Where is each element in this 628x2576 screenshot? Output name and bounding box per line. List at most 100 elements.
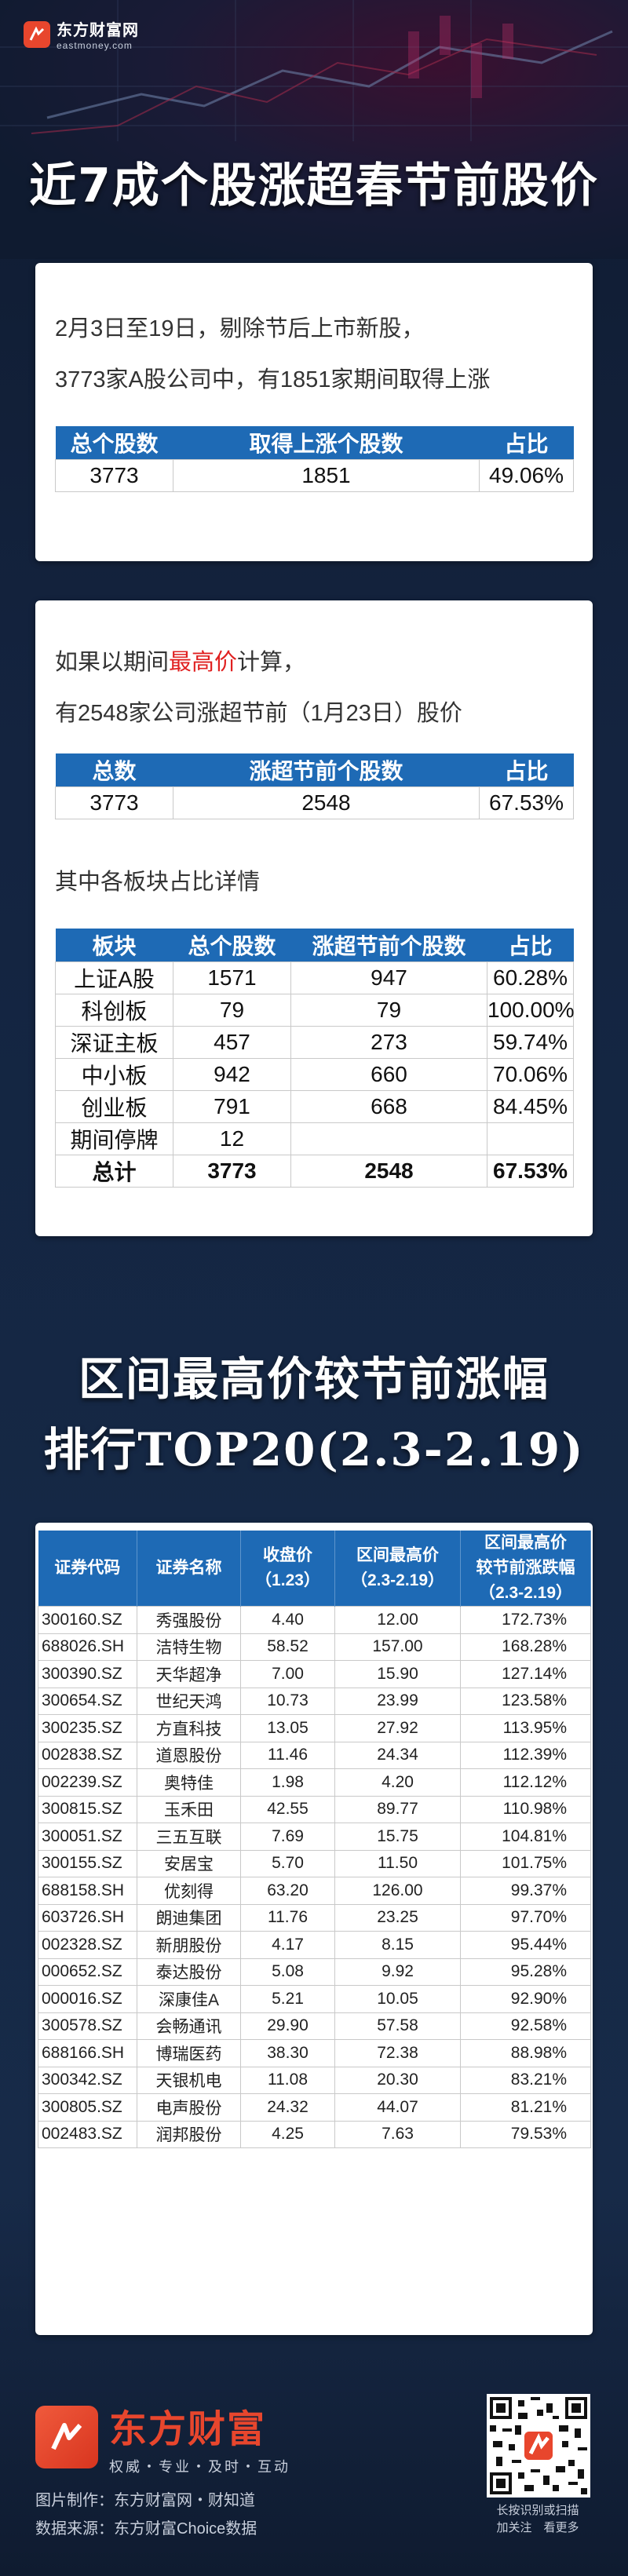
table-cell — [290, 1122, 487, 1155]
table-cell: 101.75% — [460, 1849, 591, 1877]
table-cell: 创业板 — [55, 1090, 173, 1123]
table-cell: 中小板 — [55, 1058, 173, 1091]
high-price-line-1-after: 计算， — [237, 650, 306, 675]
table-row: 深证主板 457 273 59.74% — [55, 1026, 574, 1059]
header-brand-domain: eastmoney.com — [57, 40, 133, 51]
table-cell: 8.15 — [334, 1931, 461, 1959]
table-cell: 83.21% — [460, 2066, 591, 2094]
table-cell: 688026.SH — [38, 1633, 137, 1661]
table-cell: 300160.SZ — [38, 1606, 137, 1634]
table-cell: 668 — [290, 1090, 487, 1123]
table-cell: 300390.SZ — [38, 1660, 137, 1688]
table-cell: 112.39% — [460, 1741, 591, 1769]
board-breakdown-table: 板块 总个股数 涨超节前个股数 占比 上证A股 1571 947 60.28% 科创板 7… — [55, 929, 575, 1188]
header-brand-name: 东方财富网 — [57, 22, 139, 39]
table-cell: 1.98 — [240, 1768, 335, 1797]
table-row: 期间停牌 12 — [55, 1122, 574, 1155]
table-cell: 12 — [173, 1122, 291, 1155]
table-cell: 4.20 — [334, 1768, 461, 1797]
table-cell: 127.14% — [460, 1660, 591, 1688]
table-cell: 688158.SH — [38, 1877, 137, 1905]
header-logo: 东方财富网 eastmoney.com — [24, 17, 139, 51]
table-cell: 300155.SZ — [38, 1849, 137, 1877]
table-cell: 300578.SZ — [38, 2012, 137, 2040]
table-row: 300815.SZ 玉禾田 42.55 89.77 110.98% — [38, 1795, 591, 1823]
table-cell: 2548 — [173, 786, 480, 819]
table-row: 688158.SH 优刻得 63.20 126.00 99.37% — [38, 1877, 591, 1905]
table-cell: 9.92 — [334, 1958, 461, 1986]
table-cell: 300342.SZ — [38, 2066, 137, 2094]
table-header-row: 证券代码 证券名称 收盘价 （1.23） 区间最高价 （2.3-2.19） 区间… — [38, 1531, 591, 1607]
table-cell: 947 — [290, 961, 487, 994]
table-cell: 总计 — [55, 1155, 173, 1188]
qr-code-icon[interactable] — [487, 2394, 590, 2498]
table-cell: 123.58% — [460, 1687, 591, 1715]
table-row: 002328.SZ 新朋股份 4.17 8.15 95.44% — [38, 1931, 591, 1959]
table-cell: 89.77 — [334, 1795, 461, 1823]
table-cell: 天华超净 — [137, 1660, 241, 1688]
table-header-cell: 占比 — [479, 426, 574, 460]
table-cell: 300815.SZ — [38, 1795, 137, 1823]
table-cell: 84.45% — [487, 1090, 574, 1123]
table-cell: 道恩股份 — [137, 1741, 241, 1769]
footer-brand: 东方财富 权威・专业・及时・互动 — [35, 2398, 290, 2476]
table-header-row: 总数 涨超节前个股数 占比 — [55, 753, 574, 787]
table-cell: 11.50 — [334, 1849, 461, 1877]
table-cell: 3773 — [55, 786, 173, 819]
table-header-cell: 占比 — [479, 753, 574, 787]
table-cell: 15.75 — [334, 1823, 461, 1851]
table-cell: 38.30 — [240, 2039, 335, 2067]
table-cell: 天银机电 — [137, 2066, 241, 2094]
table-cell: 上证A股 — [55, 961, 173, 994]
table-cell: 4.40 — [240, 1606, 335, 1634]
table-header-cell: 证券代码 — [38, 1531, 137, 1607]
table-cell: 7.69 — [240, 1823, 335, 1851]
table-cell: 科创板 — [55, 994, 173, 1027]
table-cell: 002838.SZ — [38, 1741, 137, 1769]
table-cell: 深证主板 — [55, 1026, 173, 1059]
table-row: 中小板 942 660 70.06% — [55, 1058, 574, 1091]
table-header-cell: 板块 — [55, 929, 173, 962]
table-cell: 60.28% — [487, 961, 574, 994]
ranking-title-line-2: 排行TOP20(2.3-2.19) — [43, 1423, 585, 1476]
table-cell: 603726.SH — [38, 1903, 137, 1932]
summary-line-1: 2月3日至19日，剔除节后上市新股， — [55, 316, 425, 341]
table-row: 3773 1851 49.06% — [55, 459, 574, 492]
table-cell: 世纪天鸿 — [137, 1687, 241, 1715]
qr-caption: 长按识别或扫描 加关注 看更多 — [479, 2502, 597, 2537]
table-cell: 688166.SH — [38, 2039, 137, 2067]
table-header-cell: 总个股数 — [173, 929, 291, 962]
table-row: 300578.SZ 会畅通讯 29.90 57.58 92.58% — [38, 2012, 591, 2040]
table-cell: 12.00 — [334, 1606, 461, 1634]
table-cell: 电声股份 — [137, 2093, 241, 2122]
table-cell: 27.92 — [334, 1714, 461, 1742]
header-banner: 东方财富网 eastmoney.com 近7成个股涨超春节前股价 — [0, 0, 628, 259]
table-row: 300805.SZ 电声股份 24.32 44.07 81.21% — [38, 2093, 591, 2122]
table-cell: 79.53% — [460, 2120, 591, 2148]
table-cell: 67.53% — [487, 1155, 574, 1188]
ranking-card: 证券代码 证券名称 收盘价 （1.23） 区间最高价 （2.3-2.19） 区间… — [35, 1523, 593, 2335]
table-cell: 13.05 — [240, 1714, 335, 1742]
table-cell: 112.12% — [460, 1768, 591, 1797]
table-cell: 洁特生物 — [137, 1633, 241, 1661]
header-high-line-2: （2.3-2.19） — [350, 1571, 445, 1589]
table-header-cell: 总个股数 — [55, 426, 173, 460]
footer: 东方财富 权威・专业・及时・互动 图片制作：东方财富网・财知道 数据来源：东方财… — [0, 2370, 628, 2576]
board-breakdown-subtitle: 其中各板块占比详情 — [55, 870, 261, 895]
table-cell: 002483.SZ — [38, 2120, 137, 2148]
table-cell: 4.25 — [240, 2120, 335, 2148]
table-cell: 11.08 — [240, 2066, 335, 2094]
header-background-chart-icon — [0, 0, 628, 141]
table-cell: 942 — [173, 1058, 291, 1091]
table-header-row: 板块 总个股数 涨超节前个股数 占比 — [55, 929, 574, 962]
table-cell: 172.73% — [460, 1606, 591, 1634]
table-cell: 300805.SZ — [38, 2093, 137, 2122]
table-cell: 79 — [290, 994, 487, 1027]
data-source-text: 数据来源：东方财富Choice数据 — [35, 2520, 257, 2538]
highlight-text: 最高价 — [169, 650, 238, 675]
table-row: 002239.SZ 奥特佳 1.98 4.20 112.12% — [38, 1768, 591, 1797]
table-total-row: 总计 3773 2548 67.53% — [55, 1155, 574, 1188]
table-cell: 157.00 — [334, 1633, 461, 1661]
table-cell: 新朋股份 — [137, 1931, 241, 1959]
table-cell: 1851 — [173, 459, 480, 492]
